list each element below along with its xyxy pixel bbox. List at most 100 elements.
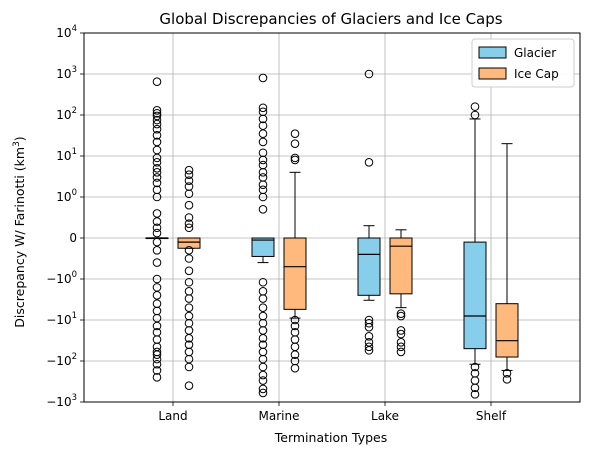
- outlier-point: [152, 158, 162, 167]
- y-tick-label: 104: [56, 24, 77, 40]
- legend-swatch: [478, 67, 507, 80]
- outlier-point: [396, 326, 406, 335]
- outlier-point: [258, 114, 268, 124]
- x-tick-label: Lake: [371, 409, 399, 423]
- outlier-point: [290, 139, 300, 148]
- outlier-point: [258, 334, 268, 343]
- y-tick-label-base: 10: [56, 108, 71, 122]
- outlier-point: [396, 329, 406, 339]
- outlier-point: [152, 130, 162, 140]
- outlier-point: [290, 129, 300, 138]
- outlier-point: [184, 219, 194, 228]
- outlier-point: [152, 321, 162, 331]
- outlier-point: [152, 124, 162, 134]
- outlier-point: [364, 69, 374, 79]
- outlier-point: [152, 153, 162, 163]
- outlier-point: [364, 346, 374, 355]
- outlier-point: [396, 342, 406, 352]
- outlier-point: [184, 176, 194, 185]
- y-tick-label: −100: [46, 270, 77, 286]
- y-tick-label: −102: [46, 352, 77, 368]
- outlier-point: [470, 390, 480, 399]
- box-iqr: [495, 303, 519, 358]
- box-iqr: [463, 241, 487, 350]
- outlier-point: [258, 376, 268, 385]
- outlier-point: [152, 246, 162, 255]
- box-iqr: [251, 237, 275, 257]
- outlier-point: [152, 373, 162, 382]
- y-tick-label: 103: [56, 65, 77, 81]
- outlier-point: [152, 119, 162, 129]
- outlier-point: [184, 165, 194, 175]
- outlier-point: [258, 192, 268, 202]
- outlier-point: [502, 375, 512, 384]
- outlier-point: [184, 254, 194, 263]
- outlier-point: [364, 318, 374, 328]
- box-ice-cap-lake: [389, 229, 413, 309]
- box-ice-cap-shelf: [495, 143, 519, 371]
- y-tick-label-base: 10: [56, 149, 71, 163]
- outlier-point: [502, 369, 512, 378]
- y-tick-label: 102: [56, 106, 77, 122]
- outlier-point: [396, 311, 406, 321]
- y-tick-label-base: −10: [46, 395, 71, 409]
- y-tick-label-base: 0: [69, 231, 77, 245]
- outlier-point: [152, 111, 162, 121]
- y-tick-label-base: 10: [56, 26, 71, 40]
- outlier-point: [184, 223, 194, 233]
- y-tick-label-base: −10: [46, 313, 71, 327]
- outlier-point: [152, 366, 162, 375]
- outlier-point: [152, 173, 162, 182]
- outlier-point: [396, 338, 406, 347]
- outlier-point: [184, 266, 194, 276]
- y-tick-label-exponent: 3: [72, 65, 77, 75]
- outlier-point: [258, 137, 268, 147]
- outlier-point: [290, 321, 300, 331]
- legend-label: Ice Cap: [514, 67, 559, 81]
- x-axis-label: Termination Types: [274, 430, 388, 445]
- outlier-point: [364, 158, 374, 167]
- y-tick-label-exponent: 1: [72, 147, 77, 157]
- outlier-point: [152, 354, 162, 364]
- outlier-point: [290, 363, 300, 373]
- outlier-point: [184, 277, 194, 287]
- y-tick-label-exponent: 0: [72, 270, 77, 280]
- outlier-point: [184, 170, 194, 179]
- box-glacier-marine: [251, 237, 275, 264]
- outlier-point: [470, 362, 480, 372]
- outlier-point: [184, 294, 194, 303]
- outlier-point: [184, 381, 194, 390]
- outlier-point: [152, 274, 162, 284]
- outlier-point: [470, 102, 480, 111]
- outlier-point: [184, 334, 194, 343]
- y-tick-label-base: −10: [46, 272, 71, 286]
- legend-label: Glacier: [514, 46, 556, 60]
- outlier-point: [184, 200, 194, 210]
- box-iqr: [389, 237, 413, 295]
- box-iqr: [357, 237, 381, 296]
- y-tick-label-exponent: 3: [72, 393, 77, 403]
- outlier-point: [184, 213, 194, 222]
- outlier-point: [152, 106, 162, 115]
- outlier-point: [184, 362, 194, 372]
- outlier-point: [396, 309, 406, 318]
- y-tick-label-base: 10: [56, 190, 71, 204]
- y-tick-label-exponent: 1: [72, 311, 77, 321]
- outlier-point: [152, 258, 162, 267]
- outlier-point: [364, 342, 374, 352]
- y-tick-label: 0: [69, 231, 77, 245]
- outlier-point: [152, 164, 162, 173]
- outlier-point: [258, 294, 268, 303]
- y-tick-label-exponent: 0: [72, 188, 77, 198]
- outlier-point: [152, 209, 162, 218]
- outlier-point: [470, 110, 480, 120]
- outlier-point: [152, 168, 162, 177]
- outlier-point: [364, 332, 374, 341]
- y-tick-label-base: 10: [56, 67, 71, 81]
- y-axis-label: Discrepancy W/ Farinotti (km3): [12, 136, 27, 327]
- outlier-point: [152, 350, 162, 359]
- outlier-point: [184, 246, 194, 255]
- outlier-point: [364, 322, 374, 332]
- y-tick-label: 100: [56, 188, 77, 204]
